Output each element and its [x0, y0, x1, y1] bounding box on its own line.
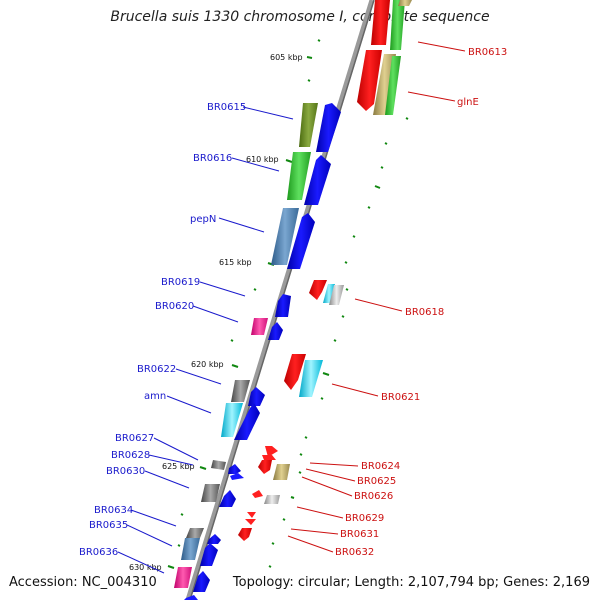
label-leader: [166, 395, 212, 414]
gene-feature[interactable]: [211, 460, 244, 480]
gene-label: BR0630: [106, 466, 145, 477]
gene-label: BR0635: [89, 520, 128, 531]
gene-label: pepN: [190, 214, 216, 225]
gene-feature[interactable]: [271, 208, 315, 269]
label-leader: [287, 535, 334, 553]
gene-feature[interactable]: [309, 280, 344, 305]
tick-label: 620 kbp: [191, 360, 224, 369]
gene-label: BR0613: [468, 47, 507, 58]
gene-feature[interactable]: [258, 446, 290, 480]
label-leader: [231, 157, 280, 172]
label-leader: [153, 437, 199, 461]
gene-feature[interactable]: [251, 318, 283, 340]
tick-label: 610 kbp: [246, 155, 279, 164]
gene-feature[interactable]: [238, 512, 256, 541]
gene-label: BR0616: [193, 153, 232, 164]
gene-label: BR0625: [357, 476, 396, 487]
gene-label: BR0615: [207, 102, 246, 113]
gene-feature[interactable]: [221, 403, 260, 440]
label-leader: [148, 454, 194, 466]
gene-feature[interactable]: [174, 567, 210, 600]
label-leader: [354, 298, 403, 312]
gene-feature[interactable]: [299, 103, 341, 152]
gene-feature[interactable]: [252, 490, 280, 504]
label-leader: [296, 506, 344, 519]
label-leader: [117, 551, 165, 574]
gene-label: BR0628: [111, 450, 150, 461]
label-leader: [331, 383, 379, 397]
gene-label: BR0632: [335, 547, 374, 558]
gene-label: BR0619: [161, 277, 200, 288]
gene-label: BR0618: [405, 307, 444, 318]
gene-feature[interactable]: [275, 294, 291, 317]
label-leader: [192, 305, 239, 323]
gene-label: glnE: [457, 97, 479, 108]
gene-label: BR0620: [155, 301, 194, 312]
label-leader: [309, 462, 359, 467]
tick-label: 615 kbp: [219, 258, 252, 267]
gene-feature[interactable]: [357, 50, 401, 115]
summary-text: Topology: circular; Length: 2,107,794 bp…: [232, 575, 590, 590]
label-leader: [144, 470, 190, 489]
tick-label: 630 kbp: [129, 563, 162, 572]
gene-label: BR0621: [381, 392, 420, 403]
accession-text: Accession: NC_004310: [9, 575, 157, 590]
gene-label: BR0622: [137, 364, 176, 375]
label-leader: [199, 281, 246, 297]
label-leader: [417, 41, 466, 52]
gene-label: BR0631: [340, 529, 379, 540]
tick-label: 625 kbp: [162, 462, 195, 471]
label-leader: [242, 106, 294, 120]
gene-label: BR0634: [94, 505, 133, 516]
label-leader: [407, 91, 456, 102]
gene-feature[interactable]: [201, 484, 236, 507]
label-leader: [290, 528, 339, 535]
gene-label: amn: [144, 391, 166, 402]
label-leader: [126, 524, 173, 547]
gene-feature[interactable]: [231, 380, 265, 406]
label-leader: [218, 217, 265, 233]
gene-feature[interactable]: [371, 0, 412, 50]
gene-label: BR0626: [354, 491, 393, 502]
label-leader: [130, 509, 177, 527]
gene-feature[interactable]: [284, 354, 323, 397]
label-leader: [175, 368, 222, 385]
gene-label: BR0627: [115, 433, 154, 444]
gene-label: BR0636: [79, 547, 118, 558]
gene-feature[interactable]: [181, 528, 221, 566]
gene-label: BR0629: [345, 513, 384, 524]
label-leader: [305, 468, 356, 482]
gene-feature[interactable]: [287, 152, 331, 205]
tick-label: 605 kbp: [270, 53, 303, 62]
label-leader: [301, 476, 353, 497]
gene-label: BR0624: [361, 461, 400, 472]
